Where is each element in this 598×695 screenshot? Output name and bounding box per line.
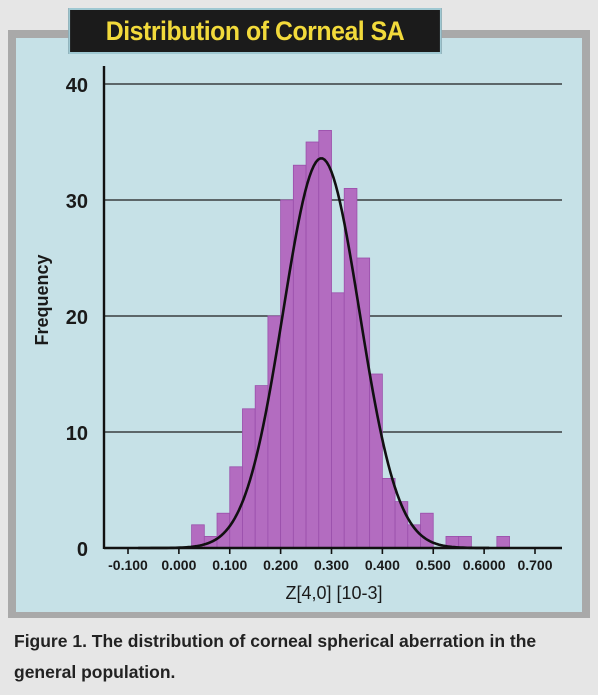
y-axis-label: Frequency (32, 254, 52, 345)
x-tick-label: 0.200 (263, 557, 298, 573)
y-tick-label: 0 (77, 539, 88, 561)
x-tick-label: 0.500 (416, 557, 451, 573)
histogram-bar (267, 315, 282, 549)
histogram-bar (343, 187, 358, 549)
y-tick-label: 40 (66, 75, 88, 97)
x-axis-label: Z[4,0] [10-3] (285, 583, 382, 603)
y-tick-label: 10 (66, 423, 88, 445)
x-tick-label: 0.300 (314, 557, 349, 573)
x-tick-label: 0.700 (517, 557, 552, 573)
histogram-bar (280, 199, 294, 549)
x-tick-label: -0.100 (108, 557, 148, 573)
histogram-bar (369, 373, 383, 549)
histogram-bar (242, 408, 256, 549)
x-tick-label: 0.100 (212, 557, 247, 573)
figure-caption: Figure 1. The distribution of corneal sp… (14, 631, 537, 682)
histogram-bar (381, 477, 396, 549)
histogram-bar (318, 129, 332, 549)
y-tick-label: 30 (66, 191, 88, 213)
histogram-bar (394, 501, 409, 549)
y-tick-label: 20 (66, 307, 88, 329)
histogram-bar (496, 536, 510, 549)
x-tick-label: 0.6000 (463, 557, 506, 573)
x-tick-label: 0.000 (161, 557, 196, 573)
histogram-bar (305, 141, 320, 549)
chart-title: Distribution of Corneal SA (68, 8, 442, 54)
x-tick-label: 0.400 (365, 557, 400, 573)
fit-curve (138, 157, 490, 550)
histogram-chart: -0.100 0.000 0.100 0.200 0.300 0.400 0.500 0.60… (32, 66, 562, 603)
histogram-bar (331, 292, 345, 549)
